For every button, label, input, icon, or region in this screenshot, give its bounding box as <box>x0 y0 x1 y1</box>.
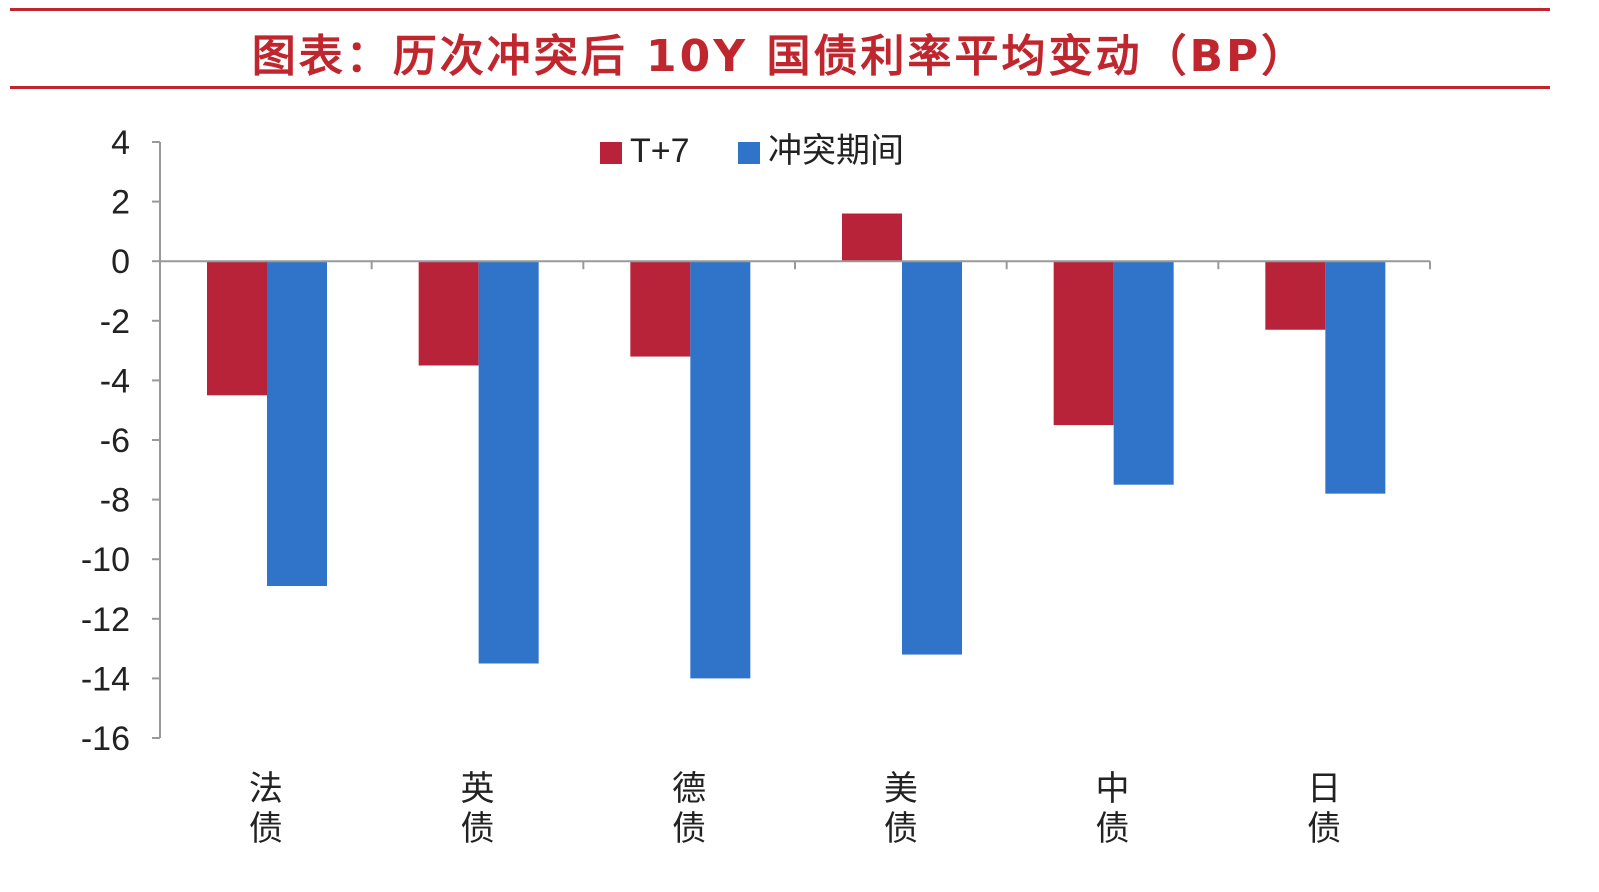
bar-t7-5 <box>1265 261 1326 330</box>
bar-conflict-1 <box>478 261 539 664</box>
y-tick-label: -8 <box>100 482 130 520</box>
legend-conflict-swatch <box>738 142 760 164</box>
x-category-label: 中债 <box>1096 770 1130 848</box>
title-rule-top <box>10 8 1550 11</box>
bar-conflict-0 <box>267 261 327 587</box>
y-tick-label: -14 <box>81 660 130 698</box>
legend-conflict-label: 冲突期间 <box>768 132 904 170</box>
x-category-label: 法债 <box>249 770 283 848</box>
x-category-label: 美债 <box>884 770 918 848</box>
bar-chart: 4 2 0 -2 -4 -6 -8 -10 -12 -14 -16 法债 英债 德债 美债 中债 日债 T+7 冲突… <box>81 124 1431 848</box>
y-tick-label: -12 <box>81 601 130 639</box>
y-tick-label: -4 <box>100 362 130 400</box>
bar-conflict-2 <box>690 261 751 679</box>
chart-title: 图表：历次冲突后 10Y 国债利率平均变动（BP） <box>251 31 1309 82</box>
legend-t7-label: T+7 <box>630 132 690 170</box>
bar-t7-3 <box>842 213 902 262</box>
chart-area: 4 2 0 -2 -4 -6 -8 -10 -12 -14 -16 法债 英债 德债 美债 中债 日债 T+7 冲突… <box>0 100 1599 888</box>
y-tick-label: -6 <box>100 422 130 460</box>
y-tick-label: 4 <box>111 124 130 162</box>
y-tick-label: -10 <box>81 541 130 579</box>
y-tick-label: -16 <box>81 720 130 758</box>
y-tick-label: -2 <box>100 303 130 341</box>
y-tick-label: 0 <box>111 243 130 281</box>
legend-t7-swatch <box>600 142 622 164</box>
x-category-label: 日债 <box>1307 770 1341 848</box>
bar-t7-0 <box>207 261 267 396</box>
bar-t7-2 <box>630 261 691 357</box>
bar-conflict-5 <box>1325 261 1386 494</box>
x-category-label: 英债 <box>461 770 495 848</box>
title-rule-bottom <box>10 86 1550 89</box>
bar-t7-1 <box>418 261 479 366</box>
bar-conflict-4 <box>1113 261 1174 485</box>
y-tick-label: 2 <box>111 184 130 222</box>
bar-conflict-3 <box>902 261 962 655</box>
bar-t7-4 <box>1053 261 1114 426</box>
x-category-label: 德债 <box>672 770 706 848</box>
